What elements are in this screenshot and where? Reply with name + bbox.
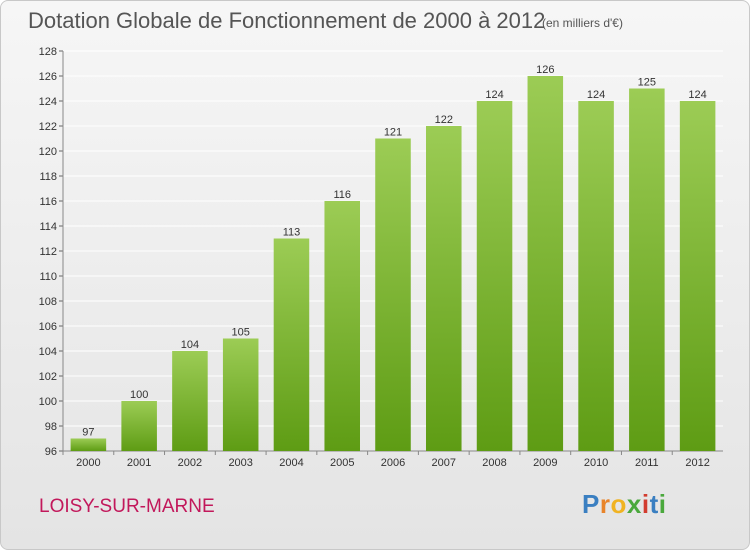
x-tick-label-2000: 2000 bbox=[76, 457, 100, 469]
bar-2008[interactable] bbox=[476, 101, 513, 451]
bar-2011[interactable] bbox=[629, 88, 665, 452]
brand-logo-letter: r bbox=[599, 489, 611, 519]
brand-logo-letter: i bbox=[658, 489, 667, 519]
y-tick-label: 112 bbox=[39, 246, 57, 258]
bar-2009[interactable] bbox=[527, 76, 564, 451]
x-tick-label-2007: 2007 bbox=[432, 457, 456, 469]
brand-logo-letter: o bbox=[610, 489, 627, 519]
y-tick-label: 104 bbox=[39, 346, 57, 358]
y-tick-label: 106 bbox=[39, 321, 57, 333]
chart-subtitle: (en milliers d'€) bbox=[542, 16, 623, 30]
y-tick-label: 128 bbox=[39, 46, 57, 58]
brand-logo-letter: P bbox=[582, 489, 600, 519]
x-tick-label-2004: 2004 bbox=[279, 457, 303, 469]
bar-2000[interactable] bbox=[70, 438, 107, 452]
bar-2003[interactable] bbox=[222, 338, 259, 452]
x-tick-label-2011: 2011 bbox=[635, 457, 659, 469]
y-tick-label: 108 bbox=[39, 296, 57, 308]
bar-2007[interactable] bbox=[426, 126, 462, 451]
data-label-2012: 124 bbox=[688, 89, 706, 101]
bar-2010[interactable] bbox=[578, 101, 614, 451]
data-label-2004: 113 bbox=[283, 227, 301, 239]
brand-logo-letter: i bbox=[641, 489, 650, 519]
x-tick-label-2005: 2005 bbox=[330, 457, 354, 469]
y-tick-label: 118 bbox=[39, 171, 57, 183]
y-tick-label: 100 bbox=[39, 396, 57, 408]
data-label-2009: 126 bbox=[536, 64, 554, 76]
x-tick-label-2008: 2008 bbox=[482, 457, 506, 469]
x-tick-label-2001: 2001 bbox=[127, 457, 151, 469]
chart-title: Dotation Globale de Fonctionnement de 20… bbox=[28, 8, 546, 33]
data-label-2006: 121 bbox=[384, 127, 402, 139]
y-tick-label: 114 bbox=[39, 221, 57, 233]
brand-logo[interactable]: Proxiti bbox=[582, 489, 666, 520]
data-label-2002: 104 bbox=[181, 339, 199, 351]
bar-2004[interactable] bbox=[273, 238, 310, 452]
bar-2002[interactable] bbox=[172, 351, 208, 451]
y-tick-label: 126 bbox=[39, 71, 57, 83]
data-label-2000: 97 bbox=[82, 427, 94, 439]
y-tick-label: 116 bbox=[39, 196, 57, 208]
data-label-2001: 100 bbox=[130, 389, 148, 401]
y-tick-label: 110 bbox=[39, 271, 57, 283]
x-tick-label-2009: 2009 bbox=[533, 457, 557, 469]
y-tick-label: 122 bbox=[39, 121, 57, 133]
x-tick-label-2006: 2006 bbox=[381, 457, 405, 469]
data-label-2003: 105 bbox=[232, 327, 250, 339]
y-tick-label: 124 bbox=[39, 96, 57, 108]
bar-2005[interactable] bbox=[324, 201, 360, 451]
y-tick-label: 120 bbox=[39, 146, 57, 158]
x-tick-label-2002: 2002 bbox=[178, 457, 202, 469]
data-label-2007: 122 bbox=[435, 114, 453, 126]
data-label-2011: 125 bbox=[638, 77, 656, 89]
y-tick-label: 96 bbox=[45, 446, 57, 458]
y-tick-label: 102 bbox=[39, 371, 57, 383]
brand-logo-letter: t bbox=[649, 489, 659, 519]
x-tick-label-2003: 2003 bbox=[228, 457, 252, 469]
bar-2006[interactable] bbox=[375, 138, 411, 452]
data-label-2008: 124 bbox=[485, 89, 503, 101]
data-label-2005: 116 bbox=[333, 189, 351, 201]
data-label-2010: 124 bbox=[587, 89, 605, 101]
bar-2001[interactable] bbox=[121, 401, 157, 451]
brand-logo-letter: x bbox=[626, 489, 642, 519]
y-tick-label: 98 bbox=[45, 421, 57, 433]
x-tick-label-2010: 2010 bbox=[584, 457, 608, 469]
x-tick-label-2012: 2012 bbox=[685, 457, 709, 469]
bar-2012[interactable] bbox=[679, 101, 716, 451]
location-name: LOISY-SUR-MARNE bbox=[39, 496, 215, 517]
